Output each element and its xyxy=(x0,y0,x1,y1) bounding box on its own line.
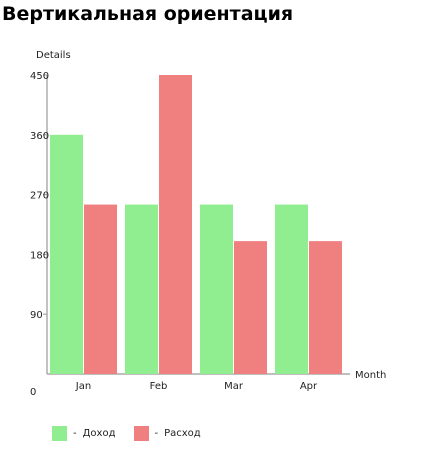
y-ticks: 0 90 180 270 360 450 xyxy=(30,71,49,398)
legend-label: Расход xyxy=(164,428,201,439)
bar-jan-expense xyxy=(84,204,117,374)
bars xyxy=(50,75,342,374)
x-tick-label: Apr xyxy=(300,381,318,392)
y-tick-label: 90 xyxy=(30,310,43,321)
x-tick-labels: Jan Feb Mar Apr xyxy=(75,381,318,392)
x-tick-label: Mar xyxy=(224,381,244,392)
bar-mar-expense xyxy=(234,241,267,374)
bar-feb-expense xyxy=(159,75,192,374)
x-axis-title: Month xyxy=(355,370,386,381)
bar-jan-income xyxy=(50,134,83,374)
bar-apr-income xyxy=(275,204,308,374)
legend-separator: - xyxy=(154,428,159,439)
y-tick-label: 0 xyxy=(30,387,36,398)
x-tick-label: Feb xyxy=(150,381,168,392)
x-tick-label: Jan xyxy=(75,381,91,392)
legend-swatch xyxy=(133,426,149,441)
y-tick-label: 180 xyxy=(30,250,49,261)
bar-feb-income xyxy=(125,204,158,374)
y-axis-title: Details xyxy=(36,50,71,61)
legend-label: Доход xyxy=(82,428,116,439)
bar-apr-expense xyxy=(309,241,342,374)
legend-item: - Расход xyxy=(133,426,201,441)
bar-mar-income xyxy=(200,204,233,374)
legend-separator: - xyxy=(73,428,77,439)
y-tick-label: 360 xyxy=(30,131,49,142)
y-tick-label: 450 xyxy=(30,71,49,82)
legend-item: - Доход xyxy=(52,426,116,441)
legend-swatch xyxy=(52,426,67,441)
legend: - Доход - Расход xyxy=(52,426,201,441)
page-title: Вертикальная ориентация xyxy=(2,3,294,25)
y-tick-label: 270 xyxy=(30,191,49,202)
